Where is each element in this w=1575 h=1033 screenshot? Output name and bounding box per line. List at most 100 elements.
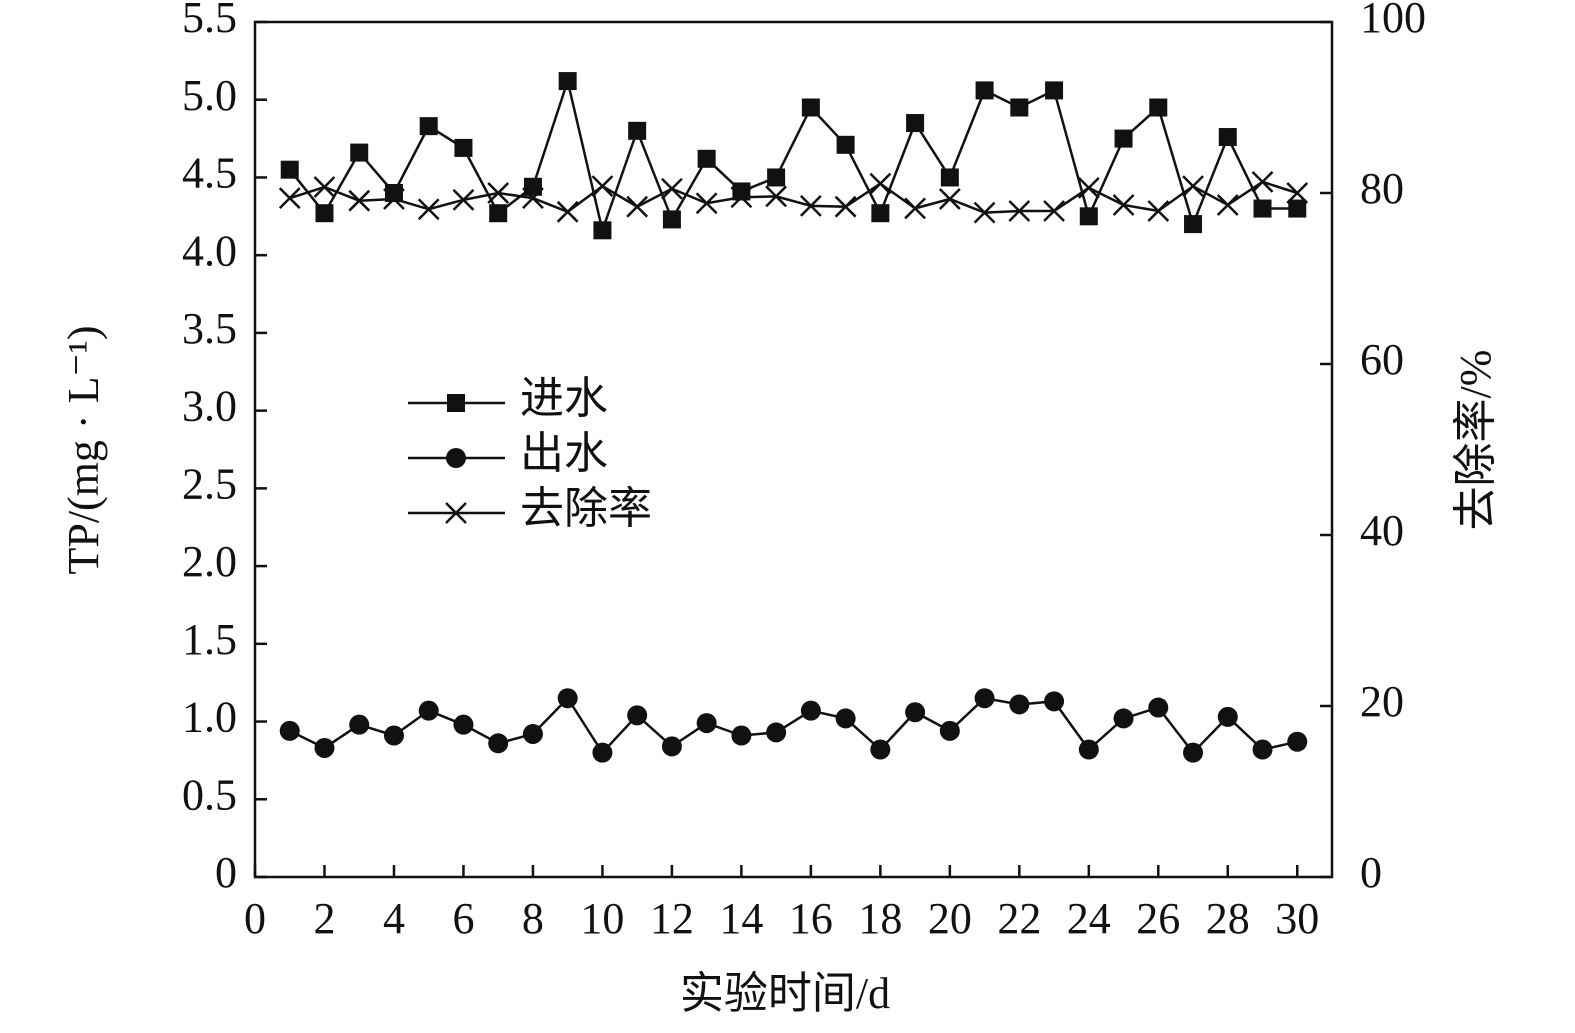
marker-square — [662, 210, 681, 229]
y-axis-label: TP/(mg · L⁻¹) — [59, 325, 108, 574]
marker-square — [350, 143, 369, 162]
marker-square — [593, 221, 612, 240]
marker-square — [940, 168, 959, 187]
y2-tick-label: 100 — [1360, 0, 1426, 42]
x-tick-label: 26 — [1136, 894, 1180, 943]
x-tick-label: 12 — [650, 894, 694, 943]
marker-square — [1149, 98, 1168, 117]
marker-x — [348, 189, 371, 212]
marker-x — [626, 195, 649, 218]
x-tick-label: 2 — [313, 894, 335, 943]
marker-square — [871, 204, 890, 223]
marker-x — [278, 187, 301, 210]
y2-tick-label: 40 — [1360, 506, 1404, 555]
marker-circle — [314, 737, 335, 758]
marker-x — [452, 188, 475, 211]
marker-x — [973, 201, 996, 224]
x-tick-label: 20 — [928, 894, 972, 943]
y-tick-label: 1.0 — [182, 693, 237, 742]
x-tick-label: 16 — [789, 894, 833, 943]
marker-square — [1010, 98, 1029, 117]
marker-x — [1008, 200, 1031, 222]
y-tick-label: 4.5 — [182, 149, 237, 198]
marker-circle — [766, 722, 787, 743]
marker-circle — [1148, 697, 1169, 718]
marker-x — [1077, 176, 1100, 199]
marker-x — [765, 185, 788, 208]
y2-tick-label: 0 — [1360, 848, 1382, 897]
marker-square — [558, 72, 577, 91]
marker-x — [1216, 194, 1239, 216]
marker-square — [523, 177, 542, 196]
y2-axis-label: 去除率/% — [1451, 350, 1500, 531]
marker-x — [556, 200, 579, 223]
y-tick-label: 4.0 — [182, 226, 237, 275]
x-tick-label: 28 — [1206, 894, 1250, 943]
series-line — [289, 696, 1298, 755]
marker-x — [869, 172, 892, 195]
marker-circle — [488, 733, 509, 754]
marker-circle — [1113, 708, 1134, 729]
marker-square — [454, 138, 473, 157]
marker-x — [1112, 194, 1135, 216]
marker-x — [383, 188, 405, 210]
marker-x — [522, 187, 544, 210]
y2-tick-label: 20 — [1360, 677, 1404, 726]
y-tick-label: 1.5 — [182, 615, 237, 664]
marker-x — [591, 175, 614, 198]
marker-circle — [1217, 706, 1238, 727]
series-line — [289, 180, 1298, 214]
marker-x — [661, 177, 683, 200]
marker-x — [1286, 182, 1309, 204]
y-tick-label: 5.5 — [182, 0, 237, 42]
marker-circle — [627, 705, 648, 726]
marker-circle — [1009, 694, 1030, 715]
marker-circle — [800, 700, 821, 721]
y-tick-label: 0.5 — [182, 770, 237, 819]
marker-square — [384, 184, 403, 202]
marker-circle — [446, 448, 466, 468]
marker-circle — [349, 714, 370, 735]
x-tick-label: 14 — [719, 894, 763, 943]
legend-label: 进水 — [520, 374, 608, 423]
y-tick-label: 2.5 — [182, 459, 237, 508]
marker-x — [695, 192, 718, 215]
marker-circle — [592, 742, 613, 763]
x-tick-label: 24 — [1067, 894, 1111, 943]
x-tick-label: 18 — [858, 894, 902, 943]
marker-x — [487, 182, 510, 204]
marker-circle — [1044, 691, 1065, 712]
marker-square — [1114, 129, 1133, 148]
marker-circle — [1287, 731, 1308, 752]
marker-x — [313, 176, 336, 198]
marker-square — [280, 160, 299, 179]
x-tick-label: 0 — [244, 894, 266, 943]
x-tick-label: 10 — [580, 894, 624, 943]
marker-x — [904, 197, 926, 220]
marker-square — [697, 149, 716, 168]
x-tick-label: 30 — [1275, 894, 1319, 943]
marker-circle — [661, 736, 682, 757]
marker-x — [1182, 175, 1204, 198]
x-tick-label: 8 — [522, 894, 544, 943]
marker-square — [906, 114, 925, 133]
marker-x — [730, 186, 753, 209]
marker-circle — [1252, 739, 1273, 760]
marker-circle — [453, 714, 474, 735]
legend-label: 出水 — [520, 429, 608, 478]
y-tick-label: 2.0 — [182, 537, 237, 586]
y-tick-label: 3.5 — [182, 304, 237, 353]
marker-square — [1184, 215, 1203, 234]
marker-square — [801, 98, 820, 117]
marker-circle — [974, 688, 995, 709]
marker-square — [489, 204, 508, 223]
x-tick-label: 4 — [383, 894, 405, 943]
marker-x — [799, 194, 822, 217]
legend-label: 去除率 — [520, 484, 652, 533]
marker-circle — [835, 708, 856, 729]
marker-square — [975, 81, 994, 100]
marker-circle — [279, 720, 300, 741]
marker-square — [1079, 207, 1098, 226]
marker-square — [1218, 128, 1237, 147]
